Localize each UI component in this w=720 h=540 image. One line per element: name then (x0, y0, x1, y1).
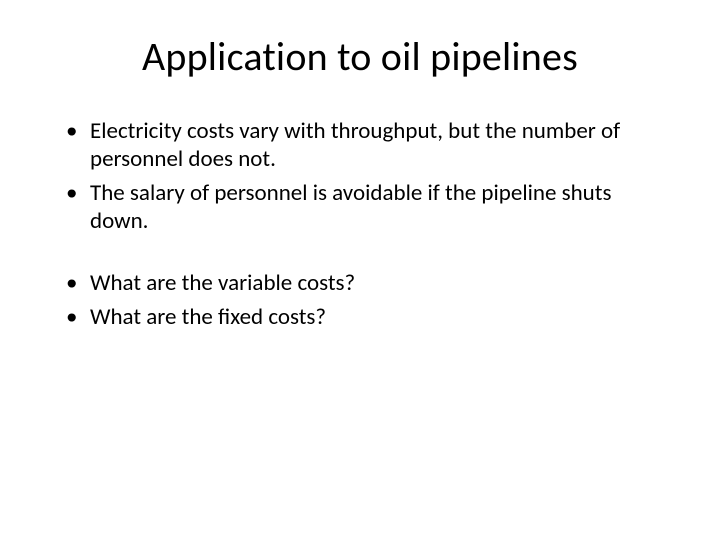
slide-title: Application to oil pipelines (48, 32, 672, 81)
list-item: What are the fixed costs? (66, 303, 666, 331)
bullet-list-2: What are the variable costs? What are th… (48, 269, 672, 331)
list-item: The salary of personnel is avoidable if … (66, 179, 666, 235)
list-item: Electricity costs vary with throughput, … (66, 117, 666, 173)
spacer (48, 241, 672, 269)
slide: Application to oil pipelines Electricity… (0, 0, 720, 540)
list-item: What are the variable costs? (66, 269, 666, 297)
bullet-list-1: Electricity costs vary with throughput, … (48, 117, 672, 235)
